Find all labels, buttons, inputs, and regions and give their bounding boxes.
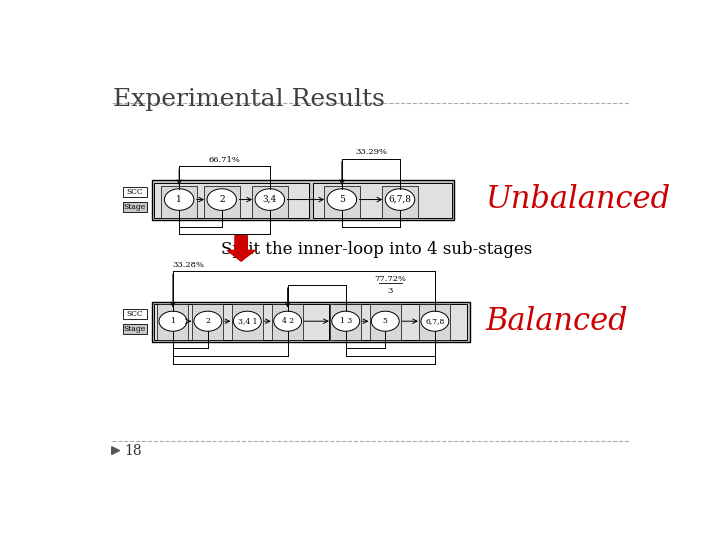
Bar: [334, 304, 467, 340]
Text: 66.71%: 66.71%: [209, 156, 240, 164]
Bar: [382, 186, 418, 218]
Ellipse shape: [372, 311, 399, 331]
Bar: [152, 180, 454, 220]
Text: 3: 3: [387, 287, 393, 295]
Text: 3,4 1: 3,4 1: [238, 317, 257, 325]
Text: Unbalanced: Unbalanced: [485, 184, 670, 215]
Ellipse shape: [385, 189, 415, 211]
Bar: [154, 183, 309, 218]
Ellipse shape: [233, 311, 261, 331]
Ellipse shape: [421, 311, 449, 331]
Bar: [158, 304, 189, 340]
Bar: [152, 302, 469, 342]
Bar: [122, 202, 148, 212]
FancyArrow shape: [228, 236, 255, 261]
Text: Balanced: Balanced: [485, 306, 628, 337]
Text: SCC: SCC: [127, 310, 143, 318]
Ellipse shape: [164, 189, 194, 211]
Bar: [252, 186, 287, 218]
Bar: [154, 304, 329, 340]
Ellipse shape: [332, 311, 360, 331]
Bar: [161, 186, 197, 218]
Bar: [204, 186, 240, 218]
Bar: [122, 323, 148, 334]
Ellipse shape: [274, 311, 302, 331]
Ellipse shape: [207, 189, 236, 211]
Ellipse shape: [327, 189, 356, 211]
Text: SCC: SCC: [127, 188, 143, 196]
Text: 1: 1: [176, 195, 182, 204]
Bar: [122, 187, 148, 197]
Text: 3,4: 3,4: [263, 195, 277, 204]
Bar: [370, 304, 401, 340]
Bar: [330, 304, 361, 340]
Ellipse shape: [159, 311, 187, 331]
Bar: [313, 183, 452, 218]
Bar: [419, 304, 451, 340]
Bar: [272, 304, 303, 340]
Text: 2: 2: [219, 195, 225, 204]
Text: 1 3: 1 3: [340, 317, 352, 325]
Text: 1: 1: [171, 317, 176, 325]
Polygon shape: [112, 447, 120, 455]
Text: Stage: Stage: [124, 325, 146, 333]
Ellipse shape: [194, 311, 222, 331]
Ellipse shape: [255, 189, 284, 211]
Text: 77.72%: 77.72%: [374, 275, 406, 283]
Text: 2: 2: [205, 317, 210, 325]
Text: 5: 5: [339, 195, 345, 204]
Text: 18: 18: [124, 443, 142, 457]
Text: Stage: Stage: [124, 203, 146, 211]
Text: 6,7,8: 6,7,8: [426, 317, 444, 325]
Text: 4 2: 4 2: [282, 317, 294, 325]
Text: 33.28%: 33.28%: [172, 261, 204, 269]
Bar: [232, 304, 263, 340]
Text: Experimental Results: Experimental Results: [113, 88, 385, 111]
Text: 5: 5: [383, 317, 387, 325]
Text: Split the inner-loop into 4 sub-stages: Split the inner-loop into 4 sub-stages: [221, 241, 532, 258]
Bar: [122, 309, 148, 319]
Text: 33.29%: 33.29%: [355, 148, 387, 157]
Text: 6,7,8: 6,7,8: [389, 195, 412, 204]
Bar: [192, 304, 223, 340]
Bar: [324, 186, 360, 218]
